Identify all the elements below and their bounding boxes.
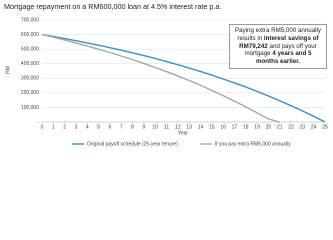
series-line — [41, 33, 280, 123]
y-tick-label: - — [37, 119, 39, 125]
x-tick-label: 1 — [52, 124, 55, 130]
x-tick-label: 23 — [300, 124, 306, 130]
x-tick-label: 9 — [142, 124, 145, 130]
y-tick-label: 100,000 — [21, 105, 39, 111]
y-tick-label: 700,000 — [21, 17, 39, 23]
y-axis-label: RM — [5, 66, 11, 74]
x-tick-label: 19 — [254, 124, 260, 130]
chart: Mortgage repayment on a RM600,000 loan a… — [4, 2, 328, 147]
y-tick-label: 400,000 — [21, 61, 39, 67]
x-axis-label: Year — [178, 130, 188, 136]
annotation-text: and pays off your mortgage — [244, 42, 317, 58]
x-tick-label: 22 — [288, 124, 294, 130]
x-tick-label: 5 — [97, 124, 100, 130]
x-tick-label: 11 — [164, 124, 169, 130]
x-tick-label: 0 — [41, 124, 44, 130]
x-tick-label: 2 — [63, 124, 66, 130]
x-tick-label: 16 — [220, 124, 226, 130]
annotation: Paying extra RM5,000 annually results in… — [229, 24, 327, 69]
x-tick-label: 3 — [75, 124, 78, 130]
y-tick-label: 600,000 — [21, 32, 39, 38]
annotation-text: 4 years and 5 months earlier. — [255, 50, 312, 65]
x-tick-label: 24 — [311, 124, 317, 130]
legend-label: If you pay extra RM5,000 annually — [215, 141, 291, 147]
annotation-text: interest savings of RM79,242 — [239, 34, 319, 50]
x-tick-label: 4 — [86, 124, 89, 130]
x-tick-label: 15 — [209, 124, 215, 130]
x-tick-label: 25 — [322, 124, 328, 130]
legend-label: Original payoff schedule (25-year tenure… — [87, 141, 178, 147]
x-tick-label: 7 — [120, 124, 123, 130]
x-tick-label: 8 — [131, 124, 134, 130]
x-tick-label: 6 — [109, 124, 112, 130]
x-tick-label: 14 — [198, 124, 204, 130]
x-tick-label: 12 — [175, 124, 181, 130]
chart-title: Mortgage repayment on a RM600,000 loan a… — [4, 2, 221, 11]
page: Mortgage repayment on a RM600,000 loan a… — [4, 1, 328, 148]
x-tick-label: 10 — [152, 124, 158, 130]
annotation-text: Paying extra RM5,000 annually results in — [235, 27, 321, 42]
y-tick-label: 300,000 — [21, 76, 39, 82]
x-tick-label: 20 — [266, 124, 272, 130]
y-tick-label: 200,000 — [21, 90, 39, 96]
series-line — [41, 33, 326, 123]
x-tick-label: 21 — [277, 124, 283, 130]
x-tick-label: 18 — [243, 124, 249, 130]
x-tick-label: 13 — [186, 124, 192, 130]
y-tick-label: 500,000 — [21, 46, 39, 52]
x-tick-label: 17 — [232, 124, 238, 130]
